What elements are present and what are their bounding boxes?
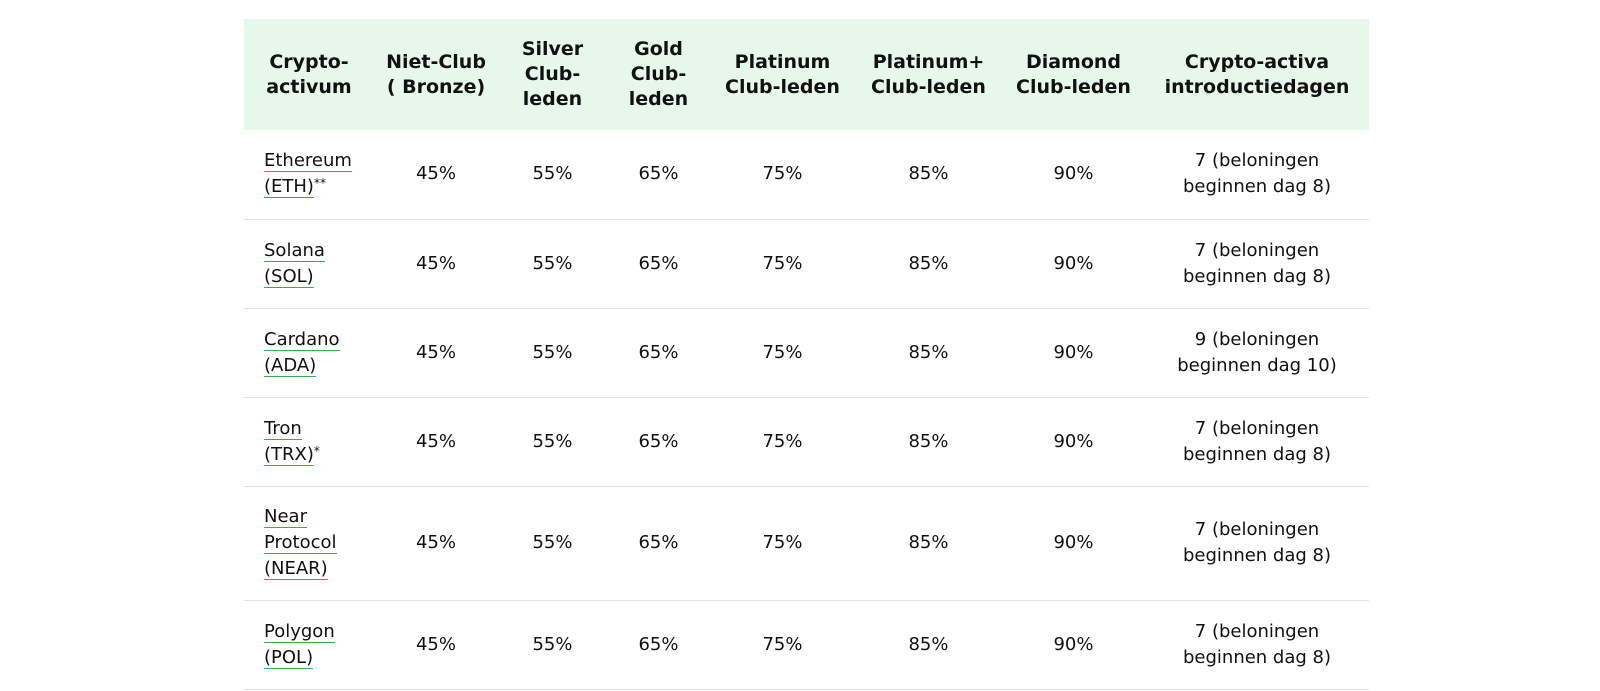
asset-link[interactable]: Near [264,506,307,528]
cell-reward-silver: 55% [532,252,573,274]
cell-intro-days: 7 (beloningen beginnen dag 8) [1145,397,1369,486]
cell-reward-non-club: 45% [415,633,456,655]
header-intro-days: Crypto-activa introductiedagen [1164,50,1350,98]
cell-reward-diamond: 90% [1053,252,1094,274]
cell-reward-diamond: 90% [1053,341,1094,363]
header-diamond: Diamond Club-leden [1016,50,1131,98]
staking-rewards-table-container: Crypto-activum Niet-Club ( Bronze) Silve… [244,19,1369,690]
cell-reward-gold: 65% [638,633,679,655]
table-row: Near Protocol (NEAR) 45% 55% 65% 75% 85% 90% 7 (b… [244,486,1369,600]
header-platinum: Platinum Club-leden [725,50,840,98]
asset-link[interactable]: (ETH) [264,176,314,199]
cell-crypto-asset: Solana (SOL) [244,219,374,308]
table-row: Ethereum (ETH)** 45% 55% 65% 75% 85% 90% 7 (belo… [244,130,1369,219]
table-row: Cardano (ADA) 45% 55% 65% 75% 85% 90% 9 (belonin… [244,308,1369,397]
cell-reward-platinum: 75% [762,430,803,452]
footnote-marker: ** [313,176,326,191]
cell-reward-silver: 55% [532,163,573,185]
cell-reward-platinum-plus: 85% [908,341,949,363]
asset-link[interactable]: Polygon [264,620,335,643]
cell-reward-gold: 65% [638,341,679,363]
cell-reward-platinum-plus: 85% [908,532,949,553]
asset-link[interactable]: (ADA) [264,354,317,377]
cell-reward-silver: 55% [532,633,573,655]
intro-days-text: 7 (beloningen beginnen dag 8) [1182,620,1332,668]
table-row: Solana (SOL) 45% 55% 65% 75% 85% 90% 7 (beloning… [244,219,1369,308]
cell-reward-non-club: 45% [415,532,456,553]
cell-intro-days: 7 (beloningen beginnen dag 8) [1145,219,1369,308]
cell-reward-non-club: 45% [415,252,456,274]
cell-reward-silver: 55% [532,532,573,553]
asset-link[interactable]: (TRX) [264,443,314,466]
asset-link[interactable]: Protocol [264,532,337,554]
cell-reward-non-club: 45% [415,430,456,452]
cell-reward-silver: 55% [532,430,573,452]
cell-reward-platinum: 75% [762,163,803,185]
asset-link[interactable]: (NEAR) [264,558,328,580]
asset-link[interactable]: Ethereum [264,150,352,173]
header-crypto-asset: Crypto-activum [266,50,352,98]
cell-intro-days: 7 (beloningen beginnen dag 8) [1145,130,1369,219]
cell-intro-days: 7 (beloningen beginnen dag 8) [1145,486,1369,600]
asset-link[interactable]: Tron [264,417,302,440]
header-platinum-plus: Platinum+ Club-leden [871,50,986,98]
cell-reward-platinum: 75% [762,532,803,553]
cell-reward-gold: 65% [638,163,679,185]
cell-reward-diamond: 90% [1053,163,1094,185]
table-header-row: Crypto-activum Niet-Club ( Bronze) Silve… [244,19,1369,130]
cell-reward-gold: 65% [638,252,679,274]
table-row: Polygon (POL) 45% 55% 65% 75% 85% 90% 7 (belonin… [244,600,1369,689]
cell-crypto-asset: Polygon (POL) [244,600,374,689]
header-silver: Silver Club-leden [521,38,584,110]
table-row: Tron (TRX)* 45% 55% 65% 75% 85% 90% 7 (beloninge… [244,397,1369,486]
cell-crypto-asset: Near Protocol (NEAR) [244,486,374,600]
cell-reward-platinum: 75% [762,341,803,363]
footnote-marker: * [313,443,320,458]
table-body: Ethereum (ETH)** 45% 55% 65% 75% 85% 90% 7 (belo… [244,130,1369,689]
cell-reward-platinum-plus: 85% [908,633,949,655]
intro-days-text: 7 (beloningen beginnen dag 8) [1182,417,1332,465]
cell-reward-platinum-plus: 85% [908,252,949,274]
cell-reward-platinum-plus: 85% [908,163,949,185]
cell-crypto-asset: Ethereum (ETH)** [244,130,374,219]
cell-reward-gold: 65% [638,532,679,553]
asset-link[interactable]: Solana [264,239,325,262]
cell-reward-platinum: 75% [762,633,803,655]
intro-days-text: 7 (beloningen beginnen dag 8) [1182,150,1332,198]
asset-link[interactable]: (POL) [264,646,314,669]
header-non-club: Niet-Club ( Bronze) [386,50,486,98]
cell-reward-non-club: 45% [415,341,456,363]
cell-intro-days: 9 (beloningen beginnen dag 10) [1145,308,1369,397]
intro-days-text: 7 (beloningen beginnen dag 8) [1182,239,1332,287]
cell-reward-platinum-plus: 85% [908,430,949,452]
cell-reward-diamond: 90% [1053,532,1094,553]
cell-reward-diamond: 90% [1053,633,1094,655]
intro-days-text: 7 (beloningen beginnen dag 8) [1182,519,1332,566]
asset-link[interactable]: (SOL) [264,265,314,288]
cell-crypto-asset: Tron (TRX)* [244,397,374,486]
header-gold: Gold Club-leden [628,38,689,110]
cell-crypto-asset: Cardano (ADA) [244,308,374,397]
cell-intro-days: 7 (beloningen beginnen dag 8) [1145,600,1369,689]
cell-reward-platinum: 75% [762,252,803,274]
asset-link[interactable]: Cardano [264,328,340,351]
cell-reward-diamond: 90% [1053,430,1094,452]
intro-days-text: 9 (beloningen beginnen dag 10) [1177,328,1337,376]
cell-reward-silver: 55% [532,341,573,363]
cell-reward-gold: 65% [638,430,679,452]
staking-rewards-table: Crypto-activum Niet-Club ( Bronze) Silve… [244,19,1369,690]
cell-reward-non-club: 45% [415,163,456,185]
